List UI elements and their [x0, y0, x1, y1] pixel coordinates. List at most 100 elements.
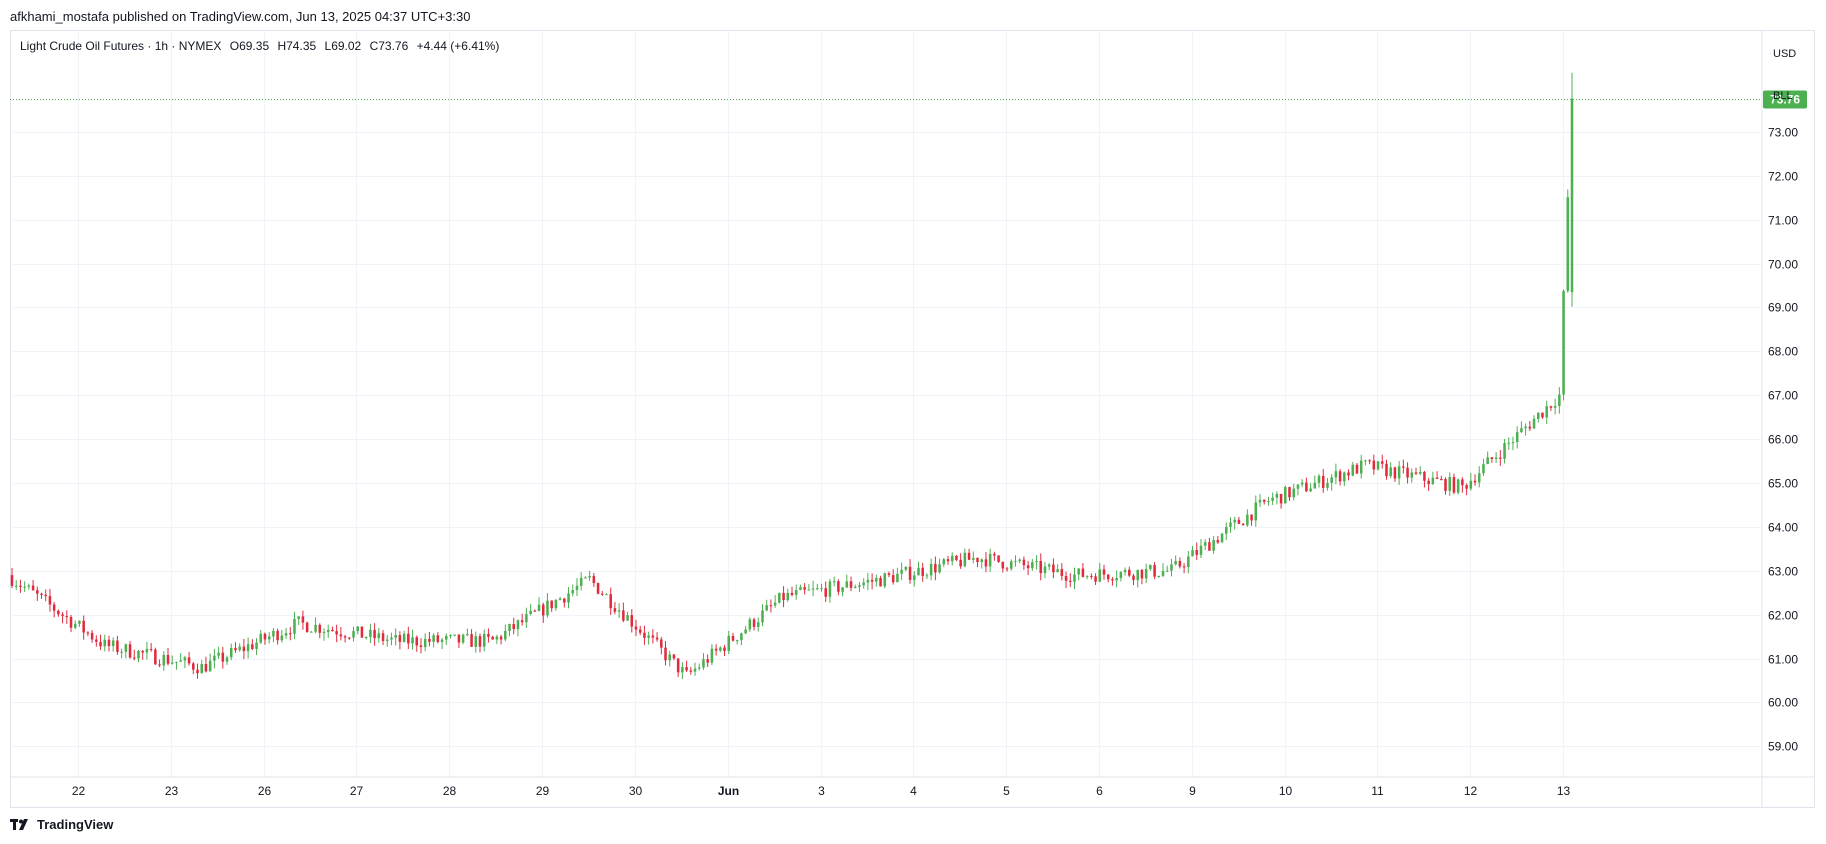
- candle-body: [1039, 561, 1043, 574]
- candle-body: [107, 639, 111, 647]
- candle-body: [432, 635, 435, 642]
- currency-label[interactable]: USD: [1773, 48, 1797, 60]
- y-tick-label: 59.00: [1768, 740, 1798, 754]
- candle-body: [402, 633, 406, 642]
- candle-body: [238, 646, 241, 651]
- candle-body: [470, 634, 473, 647]
- candle-body: [149, 648, 153, 650]
- candle-body: [1359, 460, 1363, 474]
- candle-body: [579, 577, 583, 586]
- candle-body: [175, 661, 178, 663]
- candle-body: [1486, 457, 1489, 465]
- candle-body: [103, 639, 107, 647]
- candle-body: [807, 589, 811, 591]
- candle-body: [369, 629, 372, 637]
- candle-body: [61, 614, 64, 616]
- candle-body: [596, 583, 600, 594]
- candle-body: [1069, 580, 1072, 582]
- grid-lines: [10, 31, 1762, 777]
- candle-body: [1026, 565, 1030, 569]
- candle-body: [719, 647, 722, 651]
- candle-body: [1237, 519, 1241, 524]
- candle-body: [1477, 473, 1481, 483]
- candle-body: [1144, 569, 1148, 579]
- unit-label[interactable]: BLL: [1773, 90, 1793, 102]
- candle-body: [1136, 569, 1139, 581]
- candle-body: [1414, 472, 1418, 474]
- y-tick-label: 60.00: [1768, 696, 1798, 710]
- candle-body: [364, 636, 368, 638]
- tradingview-logo[interactable]: TradingView: [10, 817, 113, 832]
- candle-body: [1469, 480, 1473, 489]
- symbol-legend[interactable]: Light Crude Oil Futures · 1h · NYMEX O69…: [20, 39, 504, 53]
- candle-body: [799, 587, 802, 591]
- x-tick-label: 30: [629, 784, 643, 798]
- candle-body: [1330, 477, 1333, 483]
- candle-body: [1532, 418, 1536, 429]
- candle-body: [1119, 572, 1123, 579]
- candle-body: [816, 588, 819, 590]
- candle-body: [1132, 575, 1135, 581]
- candle-body: [541, 604, 545, 616]
- candle-body: [786, 592, 790, 601]
- candle-body: [1440, 479, 1443, 481]
- candle-body: [1300, 482, 1304, 485]
- price-axis: 59.00 60.00 61.00 62.00 63.00 64.00 65.00 66.00…: [1761, 31, 1798, 808]
- candle-body: [1372, 460, 1376, 470]
- candle-body: [423, 638, 427, 648]
- open-value: O69.35: [229, 39, 270, 53]
- candle-body: [525, 613, 528, 623]
- last-price-label-bg: [1763, 90, 1807, 109]
- candle-body: [52, 604, 56, 611]
- candle-body: [301, 616, 305, 623]
- candle-body: [1503, 443, 1506, 459]
- candle-body: [461, 634, 465, 643]
- candle-body: [1528, 426, 1532, 429]
- candle-body: [200, 664, 203, 674]
- candle-body: [284, 633, 288, 636]
- candle-body: [495, 636, 499, 640]
- candle-body: [1284, 487, 1287, 504]
- candle-body: [1161, 570, 1165, 576]
- candle-body: [967, 552, 971, 560]
- candle-body: [73, 623, 77, 628]
- candle-body: [1499, 457, 1502, 459]
- candle-body: [1406, 467, 1409, 478]
- candle-body: [558, 598, 562, 600]
- candle-body: [428, 638, 431, 642]
- candle-body: [1241, 523, 1245, 526]
- candle-body: [31, 585, 35, 591]
- candle-body: [36, 590, 39, 594]
- y-tick-label: 69.00: [1768, 301, 1798, 315]
- candle-body: [512, 624, 515, 630]
- candle-body: [23, 586, 26, 588]
- candle-body: [630, 615, 634, 627]
- candle-body: [40, 593, 43, 595]
- candle-body: [1233, 519, 1236, 523]
- candle-body: [1452, 477, 1456, 493]
- y-tick-label: 64.00: [1768, 521, 1798, 535]
- candle-body: [1052, 564, 1055, 573]
- candle-body: [613, 608, 617, 612]
- candle-body: [141, 650, 144, 653]
- candle-body: [1317, 475, 1321, 483]
- candle-body: [1334, 471, 1338, 478]
- candle-body: [474, 636, 478, 647]
- candle-body: [499, 636, 503, 640]
- candle-body: [225, 657, 229, 662]
- candle-body: [820, 588, 823, 590]
- candle-body: [1220, 533, 1224, 543]
- candle-body: [1423, 471, 1426, 481]
- candle-body: [1195, 550, 1199, 555]
- candle-body: [145, 648, 149, 653]
- candle-body: [1292, 488, 1295, 498]
- candle-body: [883, 573, 887, 587]
- candle-body: [348, 637, 351, 639]
- candle-body: [78, 620, 81, 624]
- x-tick-label: 4: [910, 784, 917, 798]
- candle-body: [1077, 568, 1080, 575]
- candle-body: [204, 664, 208, 672]
- candle-body: [1018, 559, 1021, 562]
- candle-body: [972, 557, 975, 560]
